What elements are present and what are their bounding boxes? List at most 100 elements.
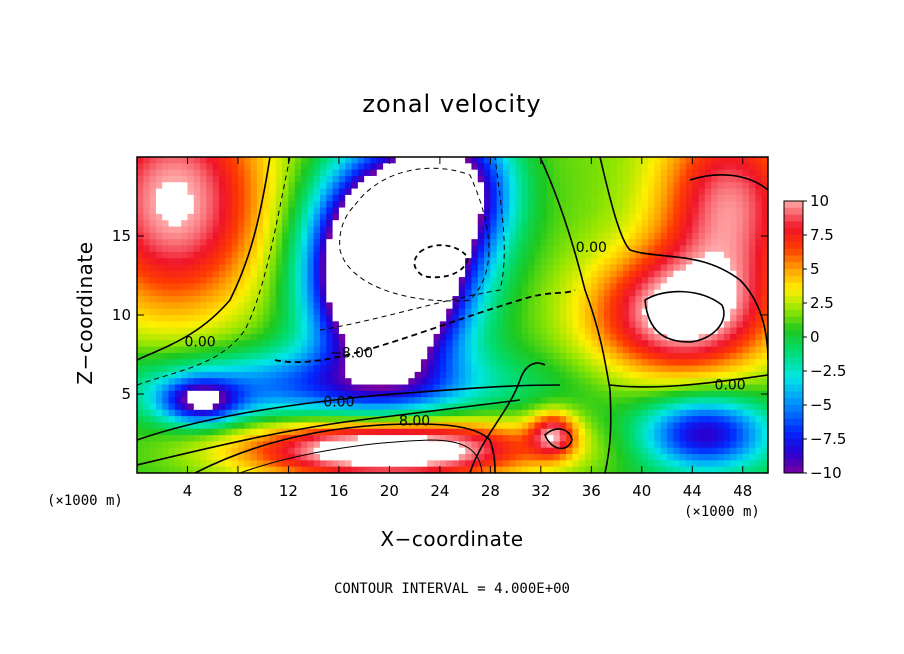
heatmap-cell: [307, 163, 315, 171]
heatmap-cell: [389, 435, 397, 442]
heatmap-cell: [654, 340, 662, 348]
heatmap-cell: [162, 308, 170, 316]
heatmap-cell: [206, 315, 214, 322]
heatmap-cell: [351, 409, 359, 417]
heatmap-cell: [534, 416, 542, 424]
heatmap-cell: [465, 157, 473, 164]
heatmap-cell: [269, 397, 277, 405]
heatmap-cell: [458, 428, 466, 436]
heatmap-cell: [679, 201, 687, 209]
heatmap-cell: [452, 378, 460, 386]
heatmap-cell: [509, 460, 517, 468]
heatmap-cell: [704, 371, 712, 379]
heatmap-cell: [717, 226, 725, 234]
heatmap-cell: [692, 390, 700, 398]
heatmap-cell: [635, 365, 643, 373]
heatmap-cell: [256, 466, 264, 473]
heatmap-cell: [509, 296, 517, 303]
heatmap-cell: [383, 315, 390, 322]
heatmap-cell: [237, 264, 245, 272]
heatmap-cell: [219, 258, 226, 266]
heatmap-cell: [477, 296, 485, 303]
heatmap-cell: [711, 333, 719, 341]
heatmap-cell: [219, 460, 226, 468]
heatmap-cell: [263, 232, 271, 240]
heatmap-cell: [635, 220, 643, 228]
heatmap-cell: [616, 384, 624, 392]
heatmap-cell: [200, 258, 208, 266]
heatmap-cell: [755, 333, 763, 341]
heatmap-cell: [685, 201, 693, 209]
heatmap-cell: [332, 378, 340, 386]
heatmap-cell: [477, 390, 485, 398]
heatmap-cell: [446, 169, 454, 177]
heatmap-cell: [395, 403, 403, 411]
heatmap-cell: [540, 428, 548, 436]
heatmap-cell: [237, 441, 245, 449]
heatmap-cell: [162, 422, 170, 430]
heatmap-cell: [622, 340, 630, 348]
heatmap-cell: [622, 232, 630, 240]
heatmap-cell: [502, 226, 510, 234]
heatmap-cell: [143, 359, 151, 367]
heatmap-cell: [250, 194, 258, 202]
heatmap-cell: [465, 378, 473, 386]
heatmap-cell: [704, 454, 712, 461]
heatmap-cell: [635, 270, 643, 278]
heatmap-cell: [439, 194, 447, 202]
heatmap-cell: [723, 416, 731, 424]
heatmap-cell: [275, 327, 283, 335]
heatmap-cell: [357, 371, 365, 379]
heatmap-cell: [534, 188, 542, 196]
heatmap-cell: [490, 220, 498, 228]
heatmap-cell: [603, 397, 611, 405]
heatmap-cell: [559, 175, 567, 183]
heatmap-cell: [181, 384, 189, 392]
heatmap-cell: [137, 416, 144, 424]
heatmap-cell: [237, 315, 245, 322]
heatmap-cell: [635, 188, 643, 196]
heatmap-cell: [212, 428, 220, 436]
heatmap-cell: [490, 270, 498, 278]
heatmap-cell: [307, 201, 315, 209]
heatmap-cell: [370, 466, 378, 473]
heatmap-cell: [660, 333, 668, 341]
heatmap-cell: [660, 359, 668, 367]
heatmap-cell: [616, 207, 624, 215]
heatmap-cell: [490, 194, 498, 202]
heatmap-cell: [452, 352, 460, 360]
heatmap-cell: [761, 213, 768, 221]
heatmap-cell: [149, 340, 157, 348]
heatmap-cell: [711, 213, 719, 221]
heatmap-cell: [313, 352, 321, 360]
heatmap-cell: [137, 175, 144, 183]
heatmap-cell: [629, 289, 637, 297]
heatmap-cell: [326, 182, 334, 190]
heatmap-cell: [155, 371, 163, 379]
heatmap-cell: [547, 308, 555, 316]
heatmap-cell: [351, 220, 359, 228]
heatmap-cell: [219, 428, 226, 436]
heatmap-cell: [319, 441, 327, 449]
heatmap-cell: [692, 365, 700, 373]
heatmap-cell: [528, 428, 536, 436]
heatmap-cell: [603, 403, 611, 411]
heatmap-cell: [143, 428, 151, 436]
heatmap-cell: [244, 194, 252, 202]
heatmap-cell: [269, 308, 277, 316]
heatmap-cell: [496, 213, 504, 221]
heatmap-cell: [528, 359, 536, 367]
heatmap-cell: [231, 315, 239, 322]
heatmap-cell: [294, 441, 302, 449]
heatmap-cell: [559, 378, 567, 386]
heatmap-cell: [395, 194, 403, 202]
heatmap-cell: [749, 397, 756, 405]
heatmap-cell: [187, 403, 195, 411]
heatmap-cell: [578, 466, 586, 473]
heatmap-cell: [704, 384, 712, 392]
heatmap-cell: [749, 416, 756, 424]
heatmap-cell: [679, 416, 687, 424]
heatmap-cell: [559, 226, 567, 234]
heatmap-cell: [641, 239, 649, 247]
heatmap-cell: [477, 220, 485, 228]
